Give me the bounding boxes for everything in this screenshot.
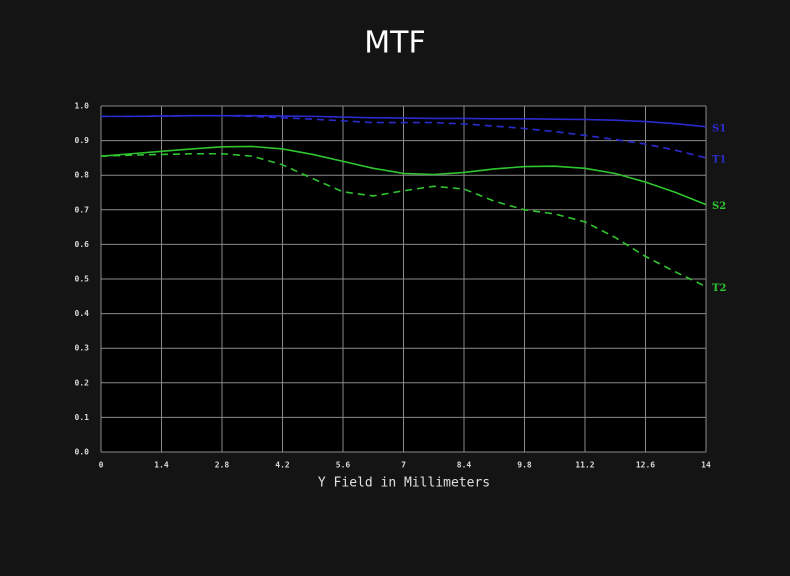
y-tick-label: 1.0 (75, 102, 90, 111)
x-tick-label: 9.8 (517, 461, 532, 470)
y-tick-label: 0.0 (75, 448, 90, 457)
x-tick-label: 8.4 (457, 461, 472, 470)
y-tick-label: 0.1 (75, 413, 90, 422)
x-tick-label: 2.8 (215, 461, 230, 470)
x-tick-label: 14 (701, 461, 711, 470)
series-label: S2 (712, 201, 726, 212)
y-tick-label: 0.8 (75, 171, 90, 180)
y-tick-label: 0.3 (75, 344, 90, 353)
x-tick-label: 12.6 (636, 461, 655, 470)
x-tick-label: 5.6 (336, 461, 351, 470)
x-tick-label: 4.2 (275, 461, 290, 470)
y-tick-label: 0.9 (75, 136, 90, 145)
series-line (101, 114, 707, 159)
y-tick-label: 0.5 (75, 275, 90, 284)
series-label: T2 (712, 283, 726, 294)
x-axis-label: Y Field in Millimeters (318, 476, 490, 491)
y-tick-label: 0.4 (75, 309, 90, 318)
x-tick-label: 7 (401, 461, 406, 470)
series-line (100, 145, 707, 206)
y-tick-label: 0.2 (75, 378, 90, 387)
series-line (100, 152, 707, 288)
series-label: T1 (712, 154, 726, 165)
x-tick-label: 0 (99, 461, 104, 470)
x-tick-label: 11.2 (575, 461, 594, 470)
y-tick-label: 0.7 (75, 205, 90, 214)
y-tick-label: 0.6 (75, 240, 90, 249)
series-label: S1 (712, 123, 726, 134)
x-tick-label: 1.4 (154, 461, 169, 470)
chart-title: MTF (364, 26, 425, 61)
